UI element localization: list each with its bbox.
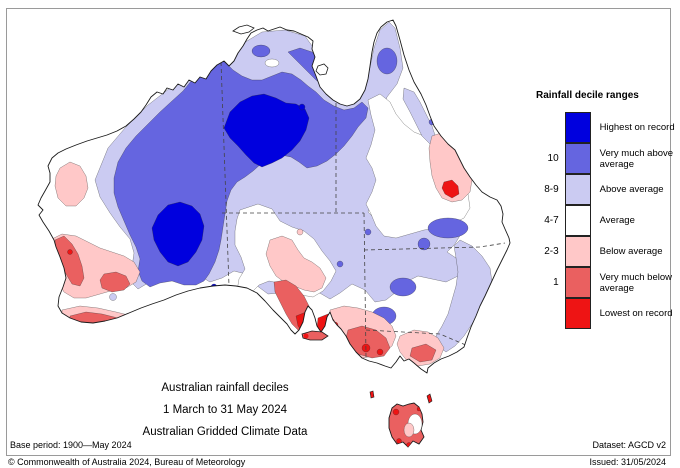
legend-label: Very much below average <box>599 271 672 294</box>
legend-label: Lowest on record <box>599 308 673 319</box>
state-borders <box>220 61 506 358</box>
kangaroo-island <box>301 330 329 341</box>
legend-range: 2-3 <box>544 246 559 257</box>
map-titles: Australian rainfall deciles 1 March to 3… <box>60 382 390 448</box>
legend-swatch-average <box>564 204 591 236</box>
white-hole <box>264 58 280 68</box>
legend-range: 8-9 <box>544 184 559 195</box>
legend-range: 10 <box>547 153 559 164</box>
legend-label: Very much above average <box>599 147 674 170</box>
legend-title: Rainfall decile ranges <box>536 90 639 101</box>
legend-swatch-very-much-above <box>564 142 591 174</box>
regions-above-average-coastal <box>109 87 493 353</box>
melville-island <box>232 24 255 35</box>
issued-text: Issued: 31/05/2024 <box>589 457 666 467</box>
legend-label: Average <box>599 215 635 226</box>
legend-swatch-above <box>564 173 591 205</box>
copyright-text: © Commonwealth of Australia 2024, Bureau… <box>8 457 246 467</box>
legend-range: 4-7 <box>544 215 559 226</box>
base-period-text: Base period: 1900—May 2024 <box>10 440 132 450</box>
map-dataset-name: Australian Gridded Climate Data <box>142 426 308 438</box>
flinders-island <box>426 393 433 404</box>
legend-range: 1 <box>553 277 559 288</box>
tasmania <box>388 402 425 448</box>
map-title: Australian rainfall deciles <box>161 382 289 394</box>
kangaroo-island-red <box>303 333 309 339</box>
map-period: 1 March to 31 May 2024 <box>162 404 287 416</box>
legend-swatch-highest <box>564 111 591 143</box>
groote-island <box>315 63 329 76</box>
legend-row: 10 Very much above average <box>530 142 676 174</box>
legend-row: 8-9 Above average <box>530 173 676 205</box>
legend-row: 2-3 Below average <box>530 235 676 267</box>
dataset-text: Dataset: AGCD v2 <box>592 440 666 450</box>
legend-row: Highest on record <box>530 111 676 143</box>
mainland-coastline <box>37 19 511 374</box>
legend-label: Above average <box>599 184 664 195</box>
legend-swatch-lowest <box>564 297 591 329</box>
legend-row: Lowest on record <box>530 297 676 329</box>
legend-row: 1 Very much below average <box>530 266 676 298</box>
legend-row: 4-7 Average <box>530 204 676 236</box>
legend-label: Below average <box>599 246 663 257</box>
islands <box>232 24 433 404</box>
regions-highest-on-record <box>151 93 310 291</box>
legend-label: Highest on record <box>599 122 675 133</box>
legend-swatch-very-much-below <box>564 266 591 298</box>
legend: Rainfall decile ranges Highest on record… <box>530 90 676 329</box>
legend-swatch-below <box>564 235 591 267</box>
king-island <box>369 390 375 399</box>
